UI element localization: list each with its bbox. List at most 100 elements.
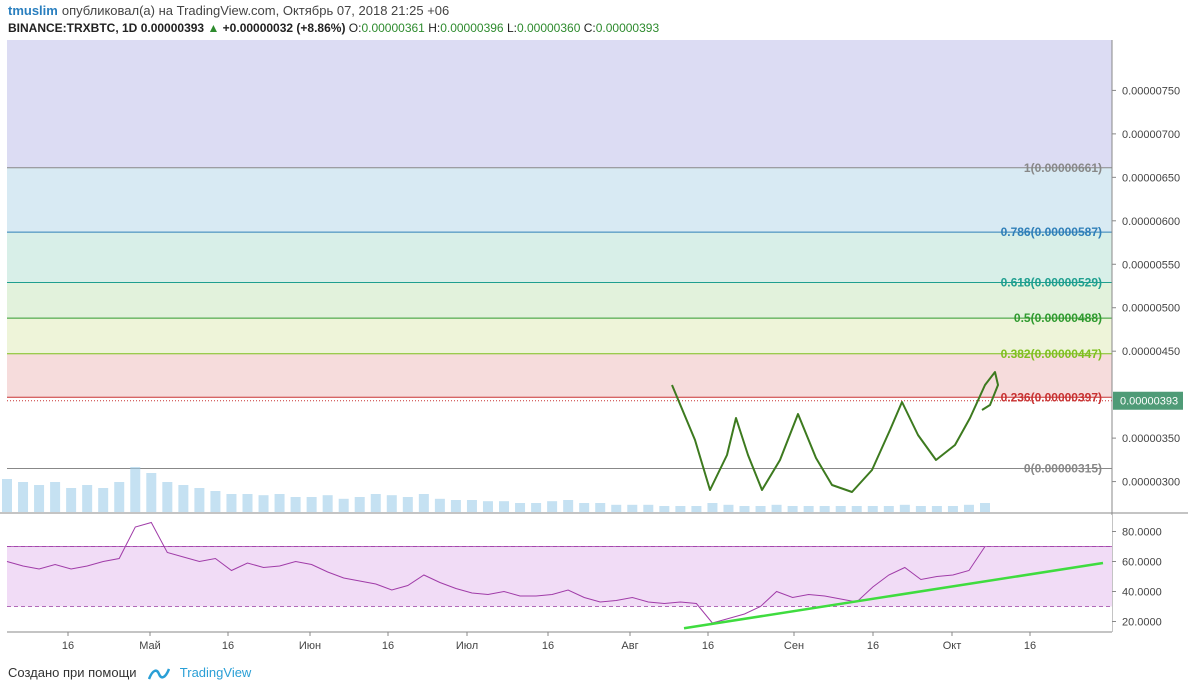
volume-bar	[466, 500, 477, 512]
fibonacci-retracement[interactable]: 1(0.00000661) 0.786(0.00000587) 0.618(0.00…	[7, 161, 1112, 476]
open-label: O:	[348, 21, 362, 35]
fib-level-label: 0.786(0.00000587)	[1001, 225, 1102, 239]
volume-bar	[178, 485, 189, 512]
volume-bar	[114, 482, 125, 512]
ohlc-line: BINANCE:TRXBTC, 1D 0.00000393 ▲ +0.00000…	[8, 21, 659, 35]
fib-zone	[7, 282, 1112, 319]
chart-header: tmuslim опубликовал(а) на TradingView.com…	[0, 0, 1188, 40]
volume-bar	[258, 495, 269, 512]
published-text: опубликовал(а) на TradingView.com, Октяб…	[61, 3, 450, 18]
created-with-text: Создано при помощи	[8, 665, 137, 680]
publish-line: tmuslim опубликовал(а) на TradingView.com…	[8, 3, 449, 18]
high-label: H:	[428, 21, 441, 35]
volume-bar	[835, 506, 846, 512]
volume-bar	[579, 503, 590, 512]
time-tick-label: Сен	[784, 640, 804, 652]
tradingview-brand[interactable]: TradingView	[179, 665, 252, 680]
tradingview-logo-icon	[148, 668, 171, 680]
volume-bar	[931, 506, 942, 512]
volume-bar	[354, 497, 365, 512]
time-tick-label: 16	[702, 640, 714, 652]
volume-bar	[210, 491, 221, 512]
time-tick-label: Июл	[456, 640, 478, 652]
price-change: +0.00000032 (+8.86%)	[222, 21, 346, 35]
volume-bar	[66, 488, 77, 512]
rsi-tick-label: 20.0000	[1122, 617, 1162, 629]
time-tick-label: 16	[1024, 640, 1036, 652]
volume-bar	[771, 504, 782, 512]
fib-zone	[7, 232, 1112, 283]
rsi-line	[6, 521, 986, 624]
current-price-badge-label: 0.00000393	[1120, 396, 1178, 408]
volume-bar	[18, 482, 29, 512]
volume-bar	[2, 479, 12, 512]
volume-bar	[691, 506, 702, 512]
fib-level-label: 0.618(0.00000529)	[1001, 276, 1102, 290]
volume-bar	[146, 473, 157, 512]
volume-bar	[531, 503, 542, 512]
volume-bar	[707, 503, 718, 512]
footer: Создано при помощи TradingView	[8, 665, 251, 681]
volume-bar	[402, 497, 413, 512]
volume-bar	[515, 503, 526, 512]
price-axis[interactable]: 0.00000750 0.00000700 0.00000650 0.00000600…	[1111, 40, 1183, 632]
volume-bar	[386, 495, 397, 512]
price-tick-label: 0.00000750	[1122, 85, 1180, 97]
volume-bar	[611, 504, 622, 512]
volume-bar	[723, 504, 734, 512]
volume-bar	[755, 506, 766, 512]
time-tick-label: 16	[867, 640, 879, 652]
rsi-pane[interactable]: 80.0000 60.0000 40.0000 20.0000	[0, 512, 1188, 632]
volume-bar	[899, 504, 910, 512]
volume-bar	[963, 504, 974, 512]
volume-bar	[162, 482, 173, 512]
price-tick-label: 0.00000300	[1122, 477, 1180, 489]
price-chart[interactable]: 1(0.00000661) 0.786(0.00000587) 0.618(0.00…	[0, 40, 1188, 660]
price-tick-label: 0.00000700	[1122, 129, 1180, 141]
volume-bar	[98, 488, 109, 512]
volume-bar	[739, 506, 750, 512]
volume-bar	[434, 498, 445, 512]
fib-zone	[7, 318, 1112, 354]
volume-bar	[130, 467, 141, 512]
volume-bar	[675, 506, 686, 512]
time-tick-label: 16	[382, 640, 394, 652]
drawn-pattern[interactable]	[671, 371, 999, 493]
volume-bar	[915, 506, 926, 512]
close-value: 0.00000393	[595, 21, 660, 35]
volume-bar	[482, 501, 493, 512]
fib-level-label: 0.236(0.00000397)	[1001, 390, 1102, 404]
time-tick-label: 16	[62, 640, 74, 652]
rsi-tick-label: 80.0000	[1122, 527, 1162, 539]
volume-bar	[370, 494, 381, 512]
fib-level-label: 0.5(0.00000488)	[1014, 311, 1102, 325]
volume-bars	[2, 467, 990, 512]
time-tick-label: Окт	[943, 640, 962, 652]
time-tick-label: Июн	[299, 640, 321, 652]
volume-bar	[883, 506, 894, 512]
volume-bar	[322, 495, 333, 512]
rsi-tick-label: 40.0000	[1122, 587, 1162, 599]
current-price-badge	[1113, 391, 1183, 410]
volume-bar	[595, 503, 606, 512]
high-value: 0.00000396	[440, 21, 504, 35]
volume-bar	[947, 506, 958, 512]
volume-bar	[226, 494, 237, 512]
volume-bar	[787, 506, 798, 512]
volume-bar	[50, 482, 61, 512]
volume-bar	[338, 498, 349, 512]
author-name[interactable]: tmuslim	[8, 3, 58, 18]
volume-bar	[290, 497, 301, 512]
time-tick-label: Авг	[621, 640, 638, 652]
low-value: 0.00000360	[516, 21, 581, 35]
symbol-label: BINANCE:TRXBTC, 1D	[8, 21, 138, 35]
volume-bar	[803, 506, 814, 512]
volume-bar	[659, 506, 670, 512]
fib-zone	[7, 353, 1112, 398]
volume-bar	[851, 506, 862, 512]
price-tick-label: 0.00000350	[1122, 433, 1180, 445]
volume-bar	[82, 485, 93, 512]
fib-level-label: 0(0.00000315)	[1024, 462, 1102, 476]
time-axis[interactable]: 16 Май 16 Июн 16 Июл 16 Авг 16 Сен 16 Окт 16	[7, 631, 1112, 652]
close-label: C:	[583, 21, 596, 35]
